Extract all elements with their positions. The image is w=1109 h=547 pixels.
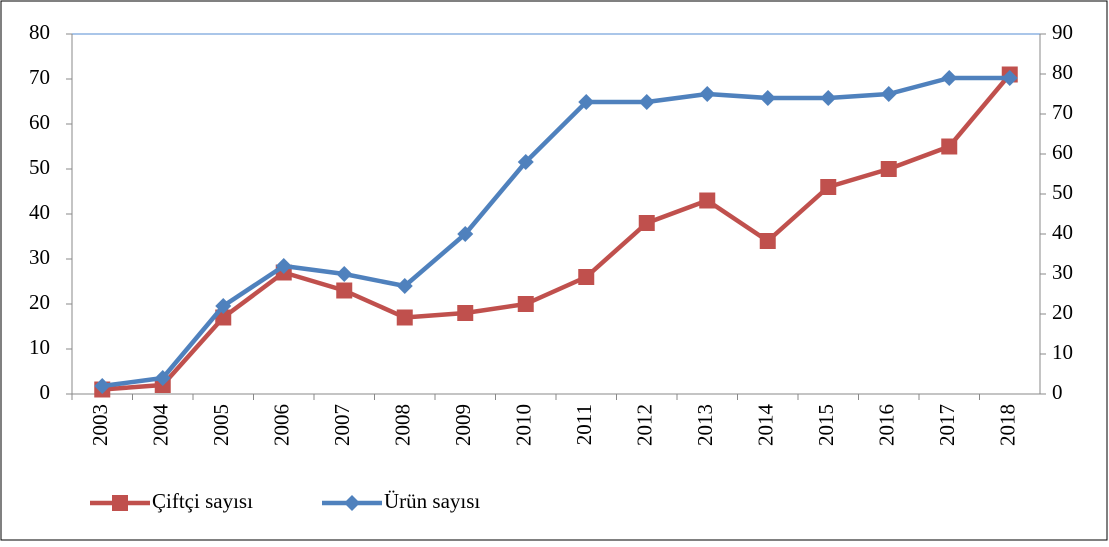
- data-point: [336, 266, 353, 282]
- x-tick-label: 2018: [996, 404, 1020, 446]
- x-tick-label: 2009: [451, 404, 475, 446]
- data-point: [517, 154, 534, 170]
- x-tick-label: 2012: [633, 404, 657, 446]
- y2-tick-label: 10: [1052, 340, 1073, 364]
- data-point: [699, 192, 716, 209]
- data-point: [941, 138, 958, 155]
- y-tick-label: 0: [40, 380, 51, 404]
- data-point: [275, 258, 292, 274]
- legend-marker: [112, 495, 128, 511]
- x-tick-label: 2008: [391, 404, 415, 446]
- data-point: [638, 215, 655, 231]
- series-line: [102, 73, 1012, 392]
- y-tick-label: 60: [29, 110, 50, 134]
- y-tick-label: 40: [29, 200, 50, 224]
- x-tick-label: 2007: [330, 404, 354, 446]
- data-point: [880, 86, 897, 102]
- legend-marker: [344, 495, 360, 511]
- y2-tick-label: 90: [1052, 20, 1073, 44]
- x-tick-label: 2005: [209, 404, 233, 446]
- x-tick-label: 2017: [935, 404, 959, 446]
- data-point: [880, 161, 897, 177]
- y2-tick-label: 70: [1052, 100, 1073, 124]
- y-tick-label: 10: [29, 335, 50, 359]
- data-point: [94, 378, 111, 394]
- data-point: [396, 278, 413, 294]
- data-point: [638, 94, 655, 110]
- x-tick-label: 2004: [149, 404, 173, 447]
- x-tick-label: 2006: [270, 404, 294, 446]
- x-tick-label: 2010: [512, 404, 536, 446]
- x-tick-label: 2015: [814, 404, 838, 446]
- data-point: [457, 226, 474, 242]
- x-tick-label: 2011: [572, 404, 596, 445]
- data-point: [759, 233, 776, 249]
- series-line: [101, 75, 1010, 389]
- data-point: [578, 94, 595, 110]
- data-point: [699, 86, 716, 102]
- legend-label: Çiftçi sayısı: [152, 489, 253, 513]
- y2-tick-label: 20: [1052, 300, 1073, 324]
- x-tick-label: 2016: [875, 404, 899, 446]
- y-tick-label: 20: [29, 290, 50, 314]
- y2-tick-label: 30: [1052, 260, 1073, 284]
- data-point: [578, 269, 595, 285]
- x-tick-label: 2014: [754, 404, 778, 447]
- data-point: [820, 179, 837, 195]
- legend-label: Ürün sayısı: [384, 489, 480, 513]
- data-point: [215, 298, 232, 314]
- data-point: [336, 282, 353, 299]
- data-point: [759, 90, 776, 106]
- x-tick-label: 2003: [88, 404, 112, 446]
- y2-tick-label: 0: [1052, 380, 1063, 404]
- data-point: [820, 90, 837, 106]
- data-point: [1001, 70, 1018, 86]
- y2-tick-label: 50: [1052, 180, 1073, 204]
- data-point: [154, 370, 171, 386]
- data-point: [941, 70, 958, 86]
- data-point: [396, 309, 413, 326]
- y-tick-label: 30: [29, 245, 50, 269]
- y-tick-label: 70: [29, 65, 50, 89]
- y2-tick-label: 80: [1052, 60, 1073, 84]
- y-tick-label: 50: [29, 155, 50, 179]
- y2-tick-label: 40: [1052, 220, 1073, 244]
- y2-tick-label: 60: [1052, 140, 1073, 164]
- data-point: [457, 305, 474, 321]
- y-tick-label: 80: [29, 20, 50, 44]
- x-tick-label: 2013: [693, 404, 717, 446]
- data-point: [517, 296, 534, 312]
